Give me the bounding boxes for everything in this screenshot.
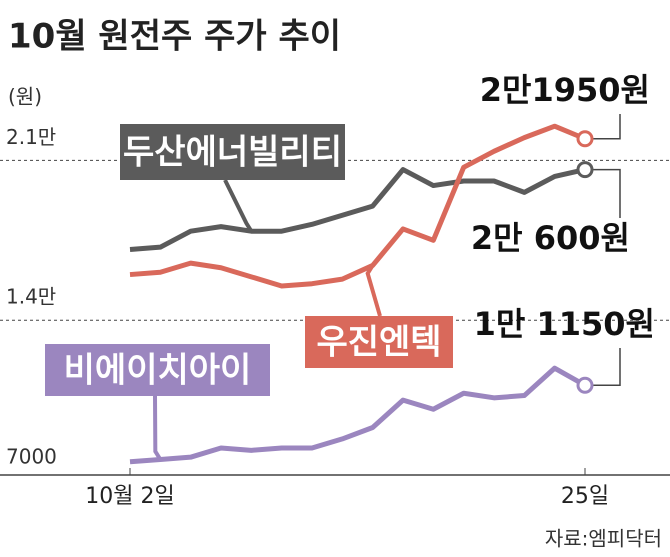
end-leader <box>593 114 621 140</box>
end-leader <box>593 348 621 387</box>
x-tick-label: 10월 2일 <box>85 484 174 509</box>
series-label: 비에이치아이 <box>64 351 252 391</box>
end-marker <box>576 161 594 179</box>
series-label: 우진엔텍 <box>316 323 441 363</box>
y-tick-label: 2.1만 <box>6 125 56 149</box>
end-marker <box>576 376 594 394</box>
series-line <box>129 123 586 289</box>
end-leader <box>593 168 621 218</box>
callout-line <box>153 395 163 461</box>
y-tick-label: 1.4만 <box>6 285 56 309</box>
callout-line <box>223 179 254 233</box>
series-label-box <box>305 316 453 368</box>
series-label-box <box>45 344 270 396</box>
value-label: 1만 1150원 <box>474 305 655 343</box>
series-line <box>129 167 586 252</box>
y-axis-label: (원) <box>8 85 42 109</box>
end-marker <box>576 130 594 148</box>
value-label: 2만 600원 <box>471 219 630 257</box>
series-label: 두산에너빌리티 <box>123 133 342 173</box>
x-tick-label: 25일 <box>561 484 609 509</box>
y-tick-label: 7000 <box>6 445 57 469</box>
chart-title: 10월 원전주 주가 추이 <box>8 17 341 57</box>
series-line <box>129 365 587 465</box>
value-label: 2만1950원 <box>480 71 650 109</box>
source: 자료:엠피닥터 <box>545 527 662 551</box>
series-label-box <box>120 124 345 180</box>
callout-line <box>365 264 382 317</box>
